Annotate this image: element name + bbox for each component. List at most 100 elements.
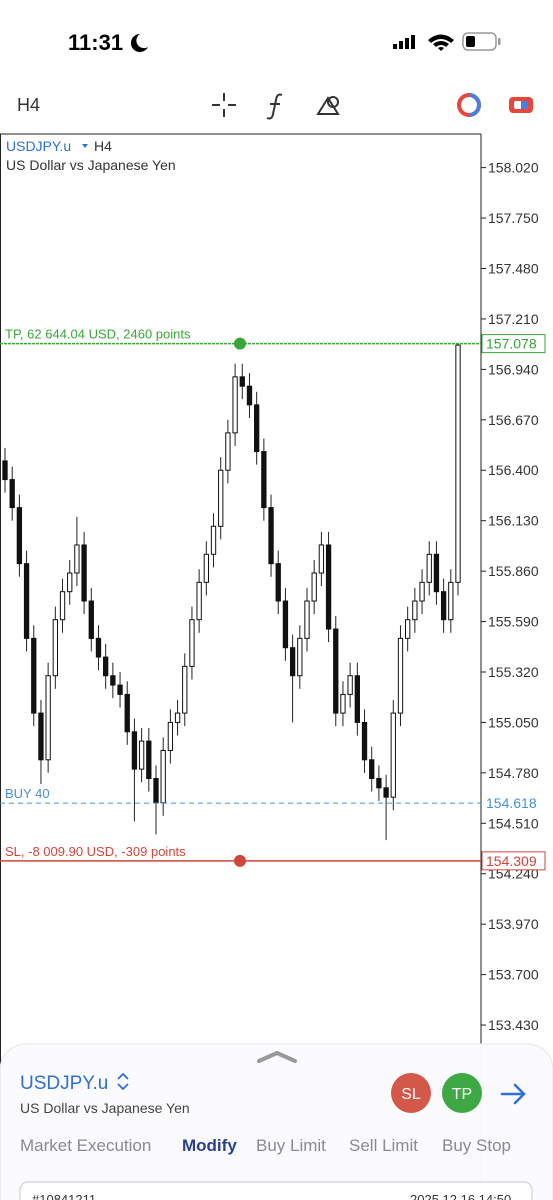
candle-body xyxy=(448,581,454,621)
tab[interactable]: Buy Limit xyxy=(256,1136,326,1155)
candle-body xyxy=(412,600,418,621)
y-tick-label: 158.020 xyxy=(488,160,539,176)
price-tag xyxy=(481,334,546,354)
candle-body xyxy=(2,460,8,481)
y-tick-label: 157.480 xyxy=(488,260,539,276)
candle-body xyxy=(354,675,360,723)
candle-body xyxy=(376,777,382,789)
trade-button[interactable] xyxy=(457,93,481,117)
price-tag xyxy=(481,851,546,871)
candle-body xyxy=(347,675,353,695)
candle-body xyxy=(52,619,58,677)
candle-body xyxy=(383,787,389,798)
y-tick-label: 154.780 xyxy=(488,765,539,781)
y-tick-label: 154.510 xyxy=(488,815,539,831)
symbol-dropdown-icon[interactable] xyxy=(82,144,88,148)
tab[interactable]: Buy Stop xyxy=(442,1136,511,1155)
candle-body xyxy=(318,544,325,574)
crosshair-button[interactable] xyxy=(212,93,236,117)
panel-symbol[interactable]: USDJPY.u xyxy=(20,1073,108,1094)
candle-body xyxy=(196,581,202,621)
candle-body xyxy=(333,628,339,714)
order-id: #10841211 xyxy=(32,1192,96,1200)
candle-body xyxy=(289,647,296,677)
y-tick-label: 155.320 xyxy=(488,664,539,680)
candle-body xyxy=(182,665,188,714)
candle-body xyxy=(254,404,260,453)
level-handle[interactable] xyxy=(234,854,246,867)
candle-body xyxy=(131,731,138,770)
signal-icon xyxy=(393,35,415,49)
candle-body xyxy=(81,544,87,602)
wifi-icon xyxy=(428,34,454,51)
candle-body xyxy=(16,507,23,565)
candle-body xyxy=(268,507,274,565)
battery-icon xyxy=(462,32,501,51)
candle-body xyxy=(167,721,174,751)
tp-button[interactable] xyxy=(442,1073,482,1113)
sl-button[interactable] xyxy=(391,1073,431,1113)
candle-body xyxy=(31,637,37,714)
tab[interactable]: Sell Limit xyxy=(349,1136,418,1155)
candle-body xyxy=(246,385,253,406)
candle-body xyxy=(275,563,281,602)
chart-timeframe: H4 xyxy=(94,138,112,154)
sl-button-label[interactable]: SL xyxy=(401,1086,421,1103)
y-tick-label: 153.700 xyxy=(488,967,539,983)
candle-body xyxy=(440,591,447,621)
candle-body xyxy=(426,553,432,583)
chart-symbol[interactable]: USDJPY.u xyxy=(6,138,71,154)
order-time: 2025.12.16 14:50 xyxy=(410,1192,511,1200)
candle-body xyxy=(95,637,102,658)
y-tick-label: 156.130 xyxy=(488,513,539,529)
account-button[interactable] xyxy=(509,97,533,113)
price-tag-label: 154.618 xyxy=(486,795,537,811)
candle-body xyxy=(455,344,461,583)
timeframe-button[interactable]: H4 xyxy=(17,95,40,115)
candle-body xyxy=(110,675,116,686)
tab[interactable]: Market Execution xyxy=(20,1136,151,1155)
candle-body xyxy=(325,544,332,630)
symbol-switch-icon[interactable] xyxy=(117,1072,129,1091)
level-handle[interactable] xyxy=(234,337,246,350)
candle-body xyxy=(88,600,94,639)
candle-body xyxy=(210,525,217,555)
candle-body xyxy=(297,637,303,677)
y-tick-label: 155.050 xyxy=(488,714,539,730)
candle-body xyxy=(261,451,267,509)
next-button[interactable] xyxy=(500,1083,526,1105)
candle-body xyxy=(419,581,425,602)
price-tag-label: 154.309 xyxy=(486,853,537,869)
candle-body xyxy=(304,600,310,639)
candle-body xyxy=(9,479,15,509)
y-tick-label: 155.590 xyxy=(488,614,539,630)
candle-body xyxy=(390,712,396,798)
panel-handle[interactable] xyxy=(257,1050,297,1063)
candle-body xyxy=(124,693,130,733)
candle-body xyxy=(74,544,80,574)
candle-body xyxy=(361,721,368,761)
order-row[interactable] xyxy=(19,1181,533,1200)
candle-body xyxy=(405,619,411,639)
candle-body xyxy=(23,563,30,639)
candle-body xyxy=(232,376,238,434)
candle-body xyxy=(239,376,245,387)
candle-body xyxy=(189,619,195,667)
y-tick-label: 156.400 xyxy=(488,462,539,478)
candle-body xyxy=(146,740,152,779)
candle-body xyxy=(67,572,73,593)
candle-body xyxy=(45,675,51,761)
candle-body xyxy=(433,553,440,593)
candle-body xyxy=(103,656,109,677)
tp-button-label[interactable]: TP xyxy=(452,1086,472,1103)
candle-body xyxy=(117,684,123,695)
y-tick-label: 156.670 xyxy=(488,412,539,428)
candle-body xyxy=(160,749,166,804)
indicators-button[interactable] xyxy=(266,93,283,120)
objects-button[interactable] xyxy=(316,96,340,115)
candle-body xyxy=(369,759,375,779)
candle-body xyxy=(203,553,209,583)
tab-active[interactable]: Modify xyxy=(182,1136,237,1155)
